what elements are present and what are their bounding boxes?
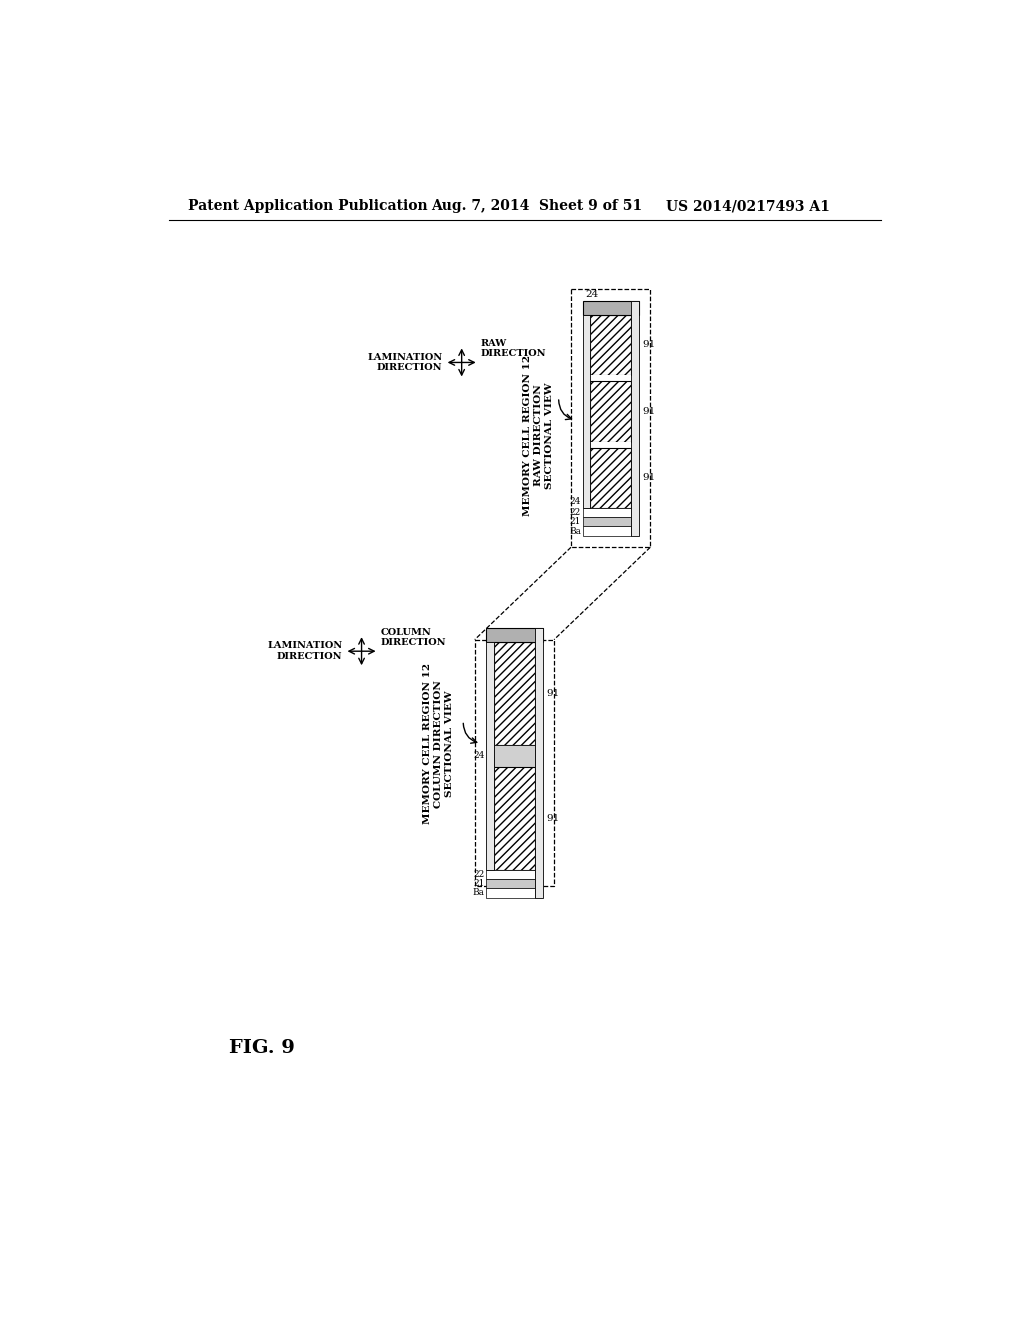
Bar — [583, 508, 631, 517]
Bar — [631, 301, 639, 536]
Text: MEMORY CELL REGION 12
COLUMN DIRECTION
SECTIONAL VIEW: MEMORY CELL REGION 12 COLUMN DIRECTION S… — [423, 663, 455, 824]
Text: Patent Application Publication: Patent Application Publication — [188, 199, 428, 213]
Bar — [486, 870, 535, 879]
Text: 24: 24 — [586, 289, 599, 298]
Bar — [590, 441, 631, 447]
Text: 24: 24 — [569, 498, 581, 507]
Text: LAMINATION
DIRECTION: LAMINATION DIRECTION — [267, 642, 342, 661]
Bar — [590, 375, 631, 381]
Text: 91: 91 — [643, 341, 655, 350]
Bar — [590, 381, 631, 441]
Bar — [494, 767, 535, 870]
Text: RAW
DIRECTION: RAW DIRECTION — [481, 339, 547, 358]
Text: 22: 22 — [473, 870, 484, 879]
Bar — [486, 628, 543, 642]
Text: 91: 91 — [643, 474, 655, 482]
Text: 91: 91 — [547, 689, 559, 698]
Text: MEMORY CELL REGION 12
RAW DIRECTION
SECTIONAL VIEW: MEMORY CELL REGION 12 RAW DIRECTION SECT… — [523, 355, 554, 516]
Bar — [486, 888, 535, 898]
Text: Sheet 9 of 51: Sheet 9 of 51 — [539, 199, 642, 213]
Text: LAMINATION
DIRECTION: LAMINATION DIRECTION — [368, 352, 442, 372]
Text: 21: 21 — [473, 879, 484, 888]
Bar — [486, 879, 535, 888]
Bar — [494, 642, 535, 744]
Text: 24: 24 — [473, 751, 484, 760]
Bar — [535, 628, 543, 898]
Text: FIG. 9: FIG. 9 — [228, 1039, 294, 1057]
Bar — [494, 744, 535, 767]
Bar — [590, 314, 631, 375]
Bar — [486, 642, 494, 870]
Text: 21: 21 — [569, 517, 581, 527]
Text: 22: 22 — [569, 508, 581, 517]
Text: Ba: Ba — [473, 888, 484, 898]
Text: COLUMN
DIRECTION: COLUMN DIRECTION — [381, 627, 446, 647]
Text: Aug. 7, 2014: Aug. 7, 2014 — [431, 199, 529, 213]
Text: 91: 91 — [643, 407, 655, 416]
Text: 91: 91 — [547, 814, 559, 824]
Text: US 2014/0217493 A1: US 2014/0217493 A1 — [666, 199, 829, 213]
Bar — [590, 447, 631, 508]
Bar — [583, 527, 631, 536]
Bar — [583, 517, 631, 527]
Bar — [583, 301, 639, 314]
Bar — [583, 314, 590, 508]
Text: Ba: Ba — [569, 527, 581, 536]
